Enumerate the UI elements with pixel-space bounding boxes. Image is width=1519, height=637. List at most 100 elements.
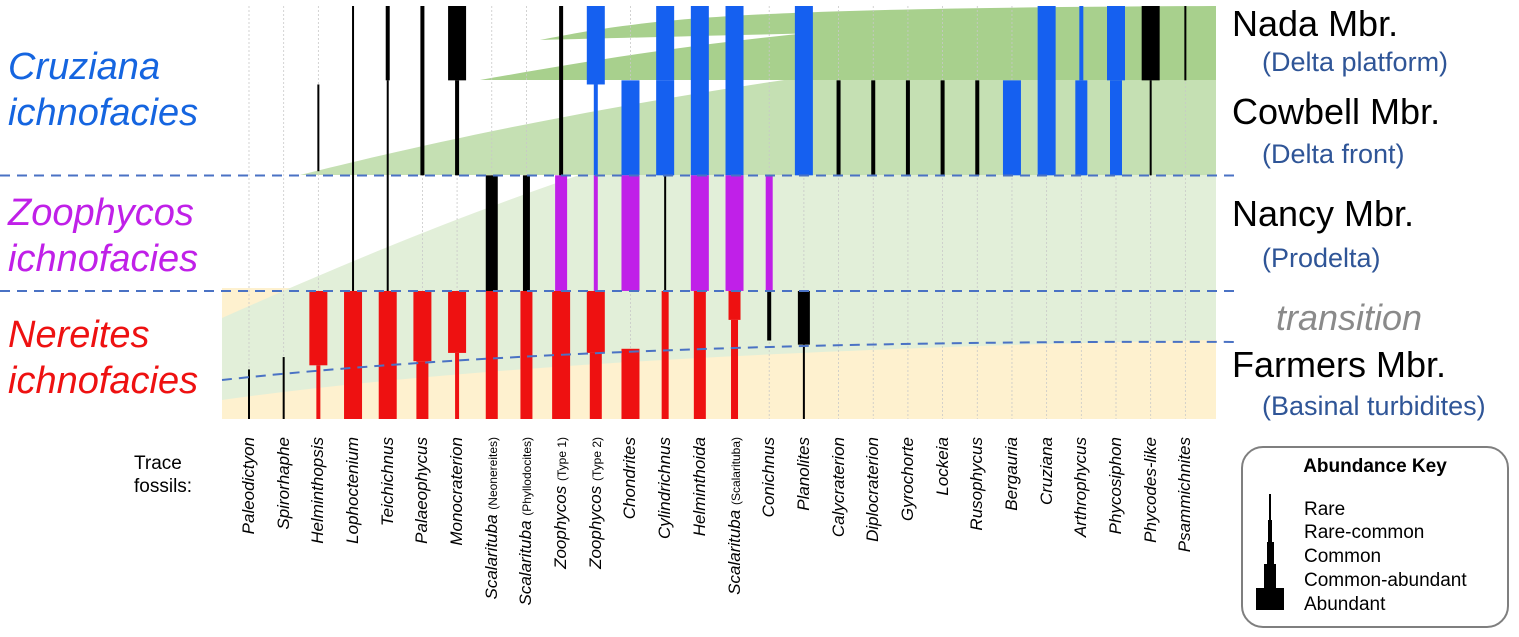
taxon-name: Lockeia bbox=[932, 437, 952, 496]
abundance-key: Abundance Key Rare Rare-common Common Co… bbox=[1241, 446, 1509, 628]
taxon-label: Diplocraterion bbox=[861, 437, 885, 637]
abundance-bar bbox=[520, 290, 533, 419]
abundance-bar bbox=[316, 365, 321, 419]
key-rare-common-bar bbox=[1268, 520, 1272, 542]
taxon-name: Teichichnus bbox=[377, 437, 397, 527]
abundance-bar bbox=[621, 80, 640, 176]
abundance-bar bbox=[352, 6, 355, 291]
taxon-label: Helminthoida bbox=[688, 437, 712, 637]
taxon-label: Cylindrichnus bbox=[653, 437, 677, 637]
abundance-bar bbox=[586, 290, 605, 353]
key-abundant-label: Abundant bbox=[1304, 594, 1386, 615]
abundance-bar bbox=[522, 175, 530, 291]
facies-word: Cruziana bbox=[8, 46, 161, 88]
abundance-bar bbox=[765, 175, 773, 291]
abundance-bar bbox=[378, 290, 397, 419]
taxon-label: Scalarituba (Neonereites) bbox=[480, 437, 504, 637]
taxon-name: Chondrites bbox=[620, 437, 640, 520]
taxon-name: Spirorhaphe bbox=[273, 437, 293, 530]
key-abundant-bar bbox=[1256, 588, 1284, 610]
abundance-bar bbox=[309, 290, 328, 366]
abundance-bar bbox=[1002, 80, 1021, 176]
facies-word: ichnofacies bbox=[8, 238, 199, 280]
environment-basinal-turbidites: (Basinal turbidites) bbox=[1262, 391, 1486, 421]
cruziana-facies-label: Cruziana ichnofacies bbox=[8, 44, 198, 136]
taxon-name: Phycosiphon bbox=[1106, 437, 1125, 535]
abundance-key-title: Abundance Key bbox=[1303, 456, 1447, 477]
taxon-label: Paleodictyon bbox=[237, 437, 261, 637]
member-farmers: Farmers Mbr. bbox=[1232, 344, 1447, 385]
taxon-name: Zoophycos bbox=[551, 485, 571, 569]
environment-delta-platform: (Delta platform) bbox=[1262, 47, 1449, 77]
taxon-label: Scalarituba (Scalarituba) bbox=[723, 437, 747, 637]
abundance-bar bbox=[413, 290, 432, 362]
taxon-name: Scalarituba bbox=[516, 520, 536, 606]
abundance-bar bbox=[731, 319, 739, 419]
member-nada: Nada Mbr. bbox=[1232, 3, 1399, 44]
key-common-abundant-bar bbox=[1264, 564, 1276, 588]
abundance-bar bbox=[621, 348, 640, 419]
abundance-bar bbox=[664, 175, 667, 291]
farmers-boundary-curve bbox=[221, 340, 1241, 381]
key-rare-common-label: Rare-common bbox=[1304, 522, 1425, 543]
taxon-name: Rusophycus bbox=[967, 437, 987, 531]
abundance-bar bbox=[593, 84, 598, 176]
abundance-bar bbox=[1110, 80, 1122, 176]
abundance-bar bbox=[656, 80, 675, 176]
taxon-name: Calycraterion bbox=[828, 437, 848, 538]
abundance-bar bbox=[593, 175, 598, 291]
abundance-bar bbox=[420, 6, 425, 176]
abundance-bar bbox=[448, 290, 467, 353]
abundance-bar bbox=[1037, 6, 1056, 176]
taxon-name: Diplocraterion bbox=[863, 437, 883, 542]
trace-fossils-label: Trace fossils: bbox=[134, 452, 204, 498]
abundance-bar bbox=[871, 80, 876, 176]
abundance-bar bbox=[448, 6, 467, 81]
environment-delta-front: (Delta front) bbox=[1262, 139, 1405, 169]
taxon-label: Helminthopsis bbox=[306, 437, 330, 637]
key-common-bar bbox=[1266, 542, 1274, 564]
abundance-bar bbox=[621, 175, 640, 291]
taxon-label: Calycraterion bbox=[827, 437, 851, 637]
abundance-bar bbox=[693, 290, 706, 419]
abundance-bar bbox=[767, 290, 772, 341]
depositional-background bbox=[222, 6, 1216, 419]
abundance-bar bbox=[385, 6, 390, 81]
taxon-label: Lophoctenium bbox=[341, 437, 365, 637]
abundance-bar bbox=[1107, 6, 1125, 81]
taxon-name: Arthrophycus bbox=[1071, 437, 1091, 538]
abundance-bar bbox=[555, 175, 568, 291]
abundance-bar bbox=[455, 352, 460, 419]
zoophycos-facies-label: Zoophycos ichnofacies bbox=[8, 190, 198, 282]
taxon-name: Cylindrichnus bbox=[655, 437, 675, 540]
abundance-bar bbox=[725, 6, 744, 176]
abundance-bar bbox=[1184, 6, 1187, 81]
taxon-name: Gyrochorte bbox=[897, 437, 917, 522]
key-rare-label: Rare bbox=[1304, 499, 1346, 520]
taxon-label: Planolites bbox=[792, 437, 816, 637]
abundance-bar bbox=[661, 290, 669, 419]
taxon-label: Psammichnites bbox=[1173, 437, 1197, 637]
taxon-name: Cruziana bbox=[1036, 437, 1056, 506]
taxon-label: Cruziana bbox=[1035, 437, 1059, 637]
abundance-bar bbox=[586, 6, 605, 85]
abundance-bar bbox=[728, 290, 741, 320]
key-rare-bar bbox=[1269, 494, 1271, 520]
abundance-bar bbox=[416, 361, 429, 419]
taxon-name: Bergauria bbox=[1001, 437, 1021, 511]
abundance-bar bbox=[282, 357, 285, 419]
abundance-bar bbox=[905, 80, 910, 176]
taxon-name: Scalarituba bbox=[724, 509, 744, 595]
taxon-label: Teichichnus bbox=[376, 437, 400, 637]
taxon-label: Zoophycos (Type 1) bbox=[549, 437, 573, 637]
abundance-bar bbox=[317, 84, 320, 172]
abundance-bar bbox=[248, 369, 250, 419]
transition-label: transition bbox=[1276, 297, 1423, 338]
taxon-name: Monocraterion bbox=[447, 437, 467, 546]
taxon-name: Scalarituba bbox=[481, 514, 501, 600]
taxon-label: Phycosiphon bbox=[1104, 437, 1128, 637]
taxon-label: Monocraterion bbox=[445, 437, 469, 637]
nereites-facies-label: Nereites ichnofacies bbox=[8, 312, 198, 404]
taxon-qualifier: (Type 2) bbox=[589, 437, 604, 482]
abundance-bar bbox=[344, 290, 363, 419]
